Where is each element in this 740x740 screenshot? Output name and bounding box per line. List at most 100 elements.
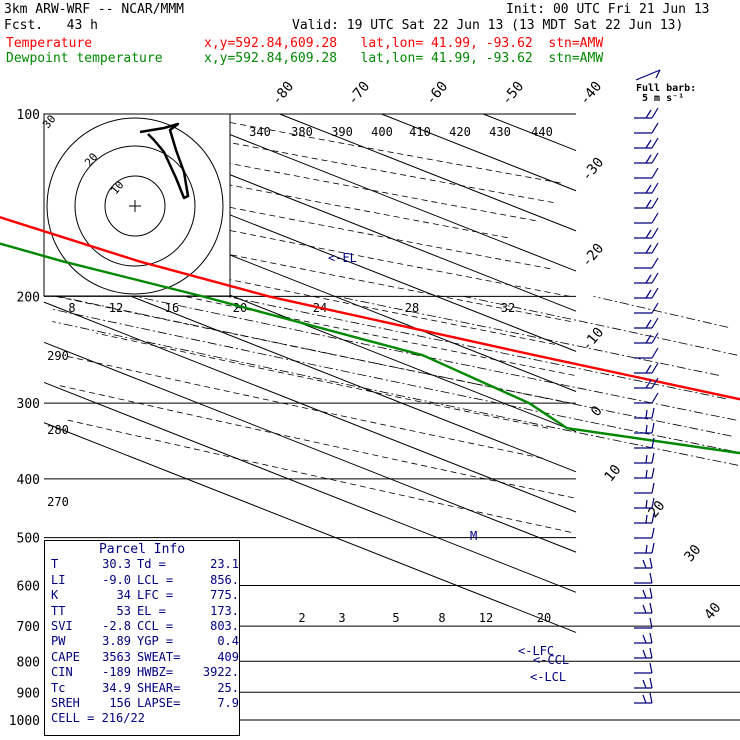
wind-barb-flag bbox=[651, 377, 659, 389]
parcel-pl: TT bbox=[51, 603, 66, 618]
wind-barb-flag bbox=[645, 289, 652, 299]
wind-barb-flag bbox=[649, 587, 653, 599]
parcel-info-panel: Parcel Info T 30.3 Td = 23.1 LI -9.0 LCL = 856.… bbox=[44, 540, 240, 736]
parcel-pl: SVI bbox=[51, 619, 73, 634]
isotherm-line bbox=[43, 381, 577, 593]
wind-barb-flag bbox=[649, 617, 653, 629]
wind-barb bbox=[634, 587, 653, 599]
isotherm-line bbox=[381, 113, 577, 192]
wind-barb-flag bbox=[645, 469, 648, 479]
wind-barb bbox=[634, 272, 659, 284]
parcel-row: LI -9.0 LCL = 856. bbox=[45, 573, 239, 588]
theta-label: 340 bbox=[249, 125, 271, 139]
hodograph-ring bbox=[74, 145, 196, 267]
wind-barb-flag bbox=[651, 122, 659, 134]
dry-adiabat-line bbox=[105, 182, 551, 270]
isotherm-line bbox=[483, 113, 577, 152]
pressure-tick-label: 600 bbox=[17, 580, 40, 595]
dry-adiabat-line bbox=[89, 202, 571, 297]
level-markers: <-EL <-LFC<-CCL <-LCL M bbox=[328, 251, 569, 684]
dry-adiabat-line bbox=[67, 419, 571, 533]
isotherm-label: -80 bbox=[269, 79, 298, 109]
wind-barb bbox=[634, 632, 653, 644]
wind-barb-flag bbox=[649, 677, 653, 689]
sounding-profiles bbox=[0, 215, 740, 455]
parcel-row: CAPE 3563 SWEAT= 409 bbox=[45, 650, 239, 665]
parcel-pv2: 803. bbox=[210, 619, 239, 634]
wind-barb-flag bbox=[645, 139, 652, 149]
theta-label: 440 bbox=[531, 125, 553, 139]
hodograph-speed-label: 28 bbox=[405, 301, 419, 315]
dewpoint-profile bbox=[0, 242, 740, 455]
hodograph-box bbox=[43, 113, 231, 297]
parcel-pv2: 3922. bbox=[202, 665, 239, 680]
wind-barb bbox=[634, 212, 659, 224]
parcel-pl2: SWEAT= bbox=[137, 649, 181, 664]
parcel-pl: Tc bbox=[51, 680, 66, 695]
mixing-ratio-label: 8 bbox=[438, 611, 445, 625]
theta-e-label: 290 bbox=[47, 349, 69, 363]
wind-barb-flag bbox=[651, 107, 659, 119]
wind-barb bbox=[634, 557, 653, 569]
isotherm-label: -60 bbox=[423, 79, 452, 109]
wind-barb bbox=[634, 692, 653, 704]
wind-barb bbox=[634, 512, 655, 524]
parcel-pl2: LCL = bbox=[137, 572, 174, 587]
isotherm-line bbox=[177, 113, 577, 272]
isotherm-line bbox=[43, 341, 577, 553]
parcel-pv: 30.3 bbox=[102, 557, 131, 572]
theta-label: 430 bbox=[489, 125, 511, 139]
wind-barb-flag bbox=[649, 692, 653, 704]
barb-legend-sample bbox=[655, 69, 661, 79]
parcel-pv: 3.89 bbox=[102, 634, 131, 649]
wind-barb bbox=[634, 542, 655, 554]
pressure-tick-label: 700 bbox=[17, 620, 40, 635]
wind-barb bbox=[634, 572, 653, 584]
pressure-tick-label: 500 bbox=[17, 532, 40, 547]
parcel-pv: 34 bbox=[116, 588, 131, 603]
wind-barb bbox=[634, 332, 659, 344]
parcel-pv2: 25. bbox=[217, 680, 239, 695]
wind-barb-flag bbox=[651, 542, 655, 554]
wind-barb bbox=[634, 497, 655, 509]
wind-barb-flag bbox=[651, 197, 659, 209]
wind-barb-flag bbox=[651, 347, 659, 359]
wind-barb-flag bbox=[651, 302, 659, 314]
wind-barb-flag bbox=[642, 604, 647, 614]
wind-barb-flag bbox=[651, 272, 659, 284]
parcel-pv2: 0.4 bbox=[217, 634, 239, 649]
wind-barb bbox=[634, 347, 659, 359]
wind-barb bbox=[634, 422, 655, 434]
wind-barb-flag bbox=[645, 229, 652, 239]
wind-barb-flag bbox=[651, 452, 655, 464]
parcel-pv2: 173. bbox=[210, 603, 239, 618]
wind-barb bbox=[634, 287, 659, 299]
wind-barb bbox=[634, 122, 659, 134]
wind-barb bbox=[634, 302, 659, 314]
wind-barb-flag bbox=[651, 527, 655, 539]
wind-barbs bbox=[634, 69, 661, 704]
wind-barb bbox=[634, 242, 659, 254]
wind-barb-flag bbox=[651, 257, 659, 269]
parcel-pl2: SHEAR= bbox=[137, 680, 181, 695]
wind-barb-flag bbox=[651, 362, 659, 374]
forecast-hour: Fcst. 43 h bbox=[4, 18, 98, 33]
wind-barb bbox=[634, 257, 659, 269]
isotherm-label: -30 bbox=[579, 155, 608, 185]
level-marker: M bbox=[470, 529, 477, 543]
parcel-cell: CELL = 216/22 bbox=[51, 711, 145, 726]
parcel-pl2: EL = bbox=[137, 603, 166, 618]
parcel-pl: T bbox=[51, 557, 59, 572]
parcel-pl: LI bbox=[51, 572, 66, 587]
wind-barb bbox=[634, 152, 659, 164]
isotherm-label: -10 bbox=[579, 325, 608, 355]
temperature-profile bbox=[0, 215, 740, 401]
parcel-row: PW 3.89 YGP = 0.4 bbox=[45, 634, 239, 649]
wind-barb-flag bbox=[645, 199, 652, 209]
parcel-row: Tc 34.9 SHEAR= 25. bbox=[45, 681, 239, 696]
theta-label: 390 bbox=[331, 125, 353, 139]
wind-barb-flag bbox=[651, 182, 659, 194]
wind-barb-flag bbox=[645, 334, 652, 344]
wind-barb bbox=[634, 167, 659, 179]
